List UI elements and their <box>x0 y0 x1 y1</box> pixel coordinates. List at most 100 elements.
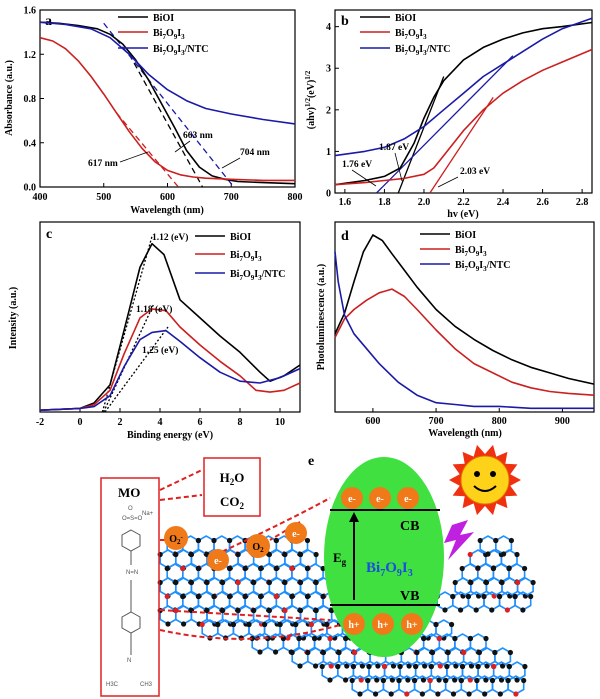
carbon-atom <box>188 579 194 586</box>
svg-text:CH3: CH3 <box>140 682 153 688</box>
carbon-hexagon <box>507 675 525 695</box>
panel-d-x-tick-label: 800 <box>492 416 507 427</box>
legend-c-bi7o9i3: Bi7O9I3 <box>230 250 262 263</box>
oxygen-atom <box>358 677 364 683</box>
carbon-atom <box>258 565 264 572</box>
panel-b-legend: BiOI Bi7O9I3 Bi7O9I3/NTC <box>360 13 451 57</box>
panel-a-x-tick-label: 700 <box>224 192 239 203</box>
carbon-atom <box>324 621 330 628</box>
carbon-atom <box>227 593 233 600</box>
panel-d-x-tick-label: 700 <box>429 416 444 427</box>
carbon-atom <box>335 663 341 670</box>
carbon-atom <box>514 551 520 558</box>
carbon-hexagon <box>299 549 317 569</box>
carbon-atom <box>508 537 514 544</box>
panel-c-x-tick-label: 6 <box>198 417 203 428</box>
carbon-hexagon <box>494 647 512 667</box>
carbon-atom <box>483 677 489 683</box>
carbon-atom <box>305 649 311 656</box>
panel-a-x-tick-label: 500 <box>96 192 111 203</box>
carbon-atom <box>506 565 512 571</box>
carbon-atom <box>412 677 418 684</box>
panel-c-x-tick-label: 8 <box>238 417 243 428</box>
carbon-atom <box>481 593 487 600</box>
oxygen-atom <box>199 621 205 628</box>
carbon-atom <box>436 677 442 683</box>
carbon-atom <box>442 607 448 613</box>
carbon-atom <box>181 621 187 627</box>
carbon-atom <box>458 607 464 613</box>
carbon-atom <box>522 565 528 572</box>
panel-c-vb-xps-chart: c -2 0 2 4 6 8 10 Binding energy (eV) Intensit… <box>8 221 301 441</box>
legend-b-bioi: BiOI <box>395 13 416 24</box>
carbon-atom <box>450 593 456 600</box>
hole-1: h+ <box>348 620 360 631</box>
carbon-atom <box>484 663 490 669</box>
panel-c-annotation-118: 1.18 (eV) <box>136 304 172 315</box>
oxygen-atom <box>352 649 358 656</box>
carbon-atom <box>414 649 420 656</box>
carbon-atom <box>501 551 507 557</box>
carbon-atom <box>467 635 473 642</box>
electron-particle-b <box>285 522 307 544</box>
panel-c-annotation-125: 1.25 (eV) <box>142 345 178 356</box>
carbon-atom <box>204 607 210 614</box>
carbon-atom <box>336 649 342 656</box>
panel-d-series-2-line <box>334 288 595 396</box>
carbon-atom <box>327 677 333 683</box>
panel-c-x-tick-label: 0 <box>78 417 83 428</box>
panel-b-series-1-line <box>334 21 593 186</box>
carbon-atom <box>297 663 303 669</box>
carbon-atom <box>380 677 386 684</box>
panel-a-x-label: Wavelength (nm) <box>130 205 204 216</box>
panel-b-tauc-chart: b 1.6 1.8 2.0 2.2 2.4 2.6 2.8 0 1 2 3 4 hv (eV) (ah… <box>304 9 593 220</box>
carbon-atom <box>491 565 497 571</box>
carbon-atom <box>344 663 350 669</box>
carbon-atom <box>313 607 319 614</box>
oxygen-atom <box>289 565 295 572</box>
carbon-atom <box>258 593 264 600</box>
legend-b-bi7o9i3-ntc: Bi7O9I3/NTC <box>395 44 451 57</box>
carbon-atom <box>453 663 459 669</box>
carbon-atom <box>211 593 217 600</box>
carbon-atom <box>452 635 458 642</box>
oxygen-atom <box>282 607 288 614</box>
panel-b-series-2-line <box>334 48 593 186</box>
panel-c-x-tick-label: 10 <box>275 417 285 428</box>
carbon-atom <box>465 593 471 600</box>
carbon-atom <box>242 593 248 600</box>
carbon-atom <box>235 607 241 614</box>
carbon-atom <box>312 635 318 642</box>
oxygen-atom <box>327 635 333 642</box>
carbon-hexagon <box>514 591 532 611</box>
carbon-atom <box>419 691 425 697</box>
carbon-atom <box>293 621 299 628</box>
carbon-atom <box>507 649 513 656</box>
carbon-atom <box>459 565 465 572</box>
carbon-atom <box>433 621 439 628</box>
panel-d-y-label: Photoluminescence (a.u.) <box>316 264 327 370</box>
carbon-atom <box>499 579 505 586</box>
panel-b-x-tick-label: 2.4 <box>497 197 510 208</box>
oxygen-atom <box>180 565 186 572</box>
panel-a-series-1-line <box>39 21 296 185</box>
carbon-atom <box>413 663 419 670</box>
legend-d-bi7o9i3-ntc: Bi7O9I3/NTC <box>455 260 511 273</box>
carbon-atom <box>266 607 272 614</box>
carbon-atom <box>246 621 252 628</box>
carbon-atom <box>289 593 295 600</box>
electron-3: e- <box>404 494 412 505</box>
vb-label: VB <box>400 589 419 604</box>
carbon-atom <box>273 565 279 572</box>
panel-b-series-3-line <box>334 17 593 157</box>
carbon-atom <box>530 579 536 586</box>
carbon-atom <box>373 691 379 697</box>
panel-b-x-tick-label: 2.8 <box>576 197 589 208</box>
carbon-atom <box>506 663 512 670</box>
carbon-atom <box>173 579 179 586</box>
carbon-atom <box>396 677 402 684</box>
carbon-atom <box>468 579 474 586</box>
panel-b-label: b <box>341 14 349 29</box>
carbon-atom <box>313 551 319 558</box>
carbon-atom <box>349 677 355 684</box>
